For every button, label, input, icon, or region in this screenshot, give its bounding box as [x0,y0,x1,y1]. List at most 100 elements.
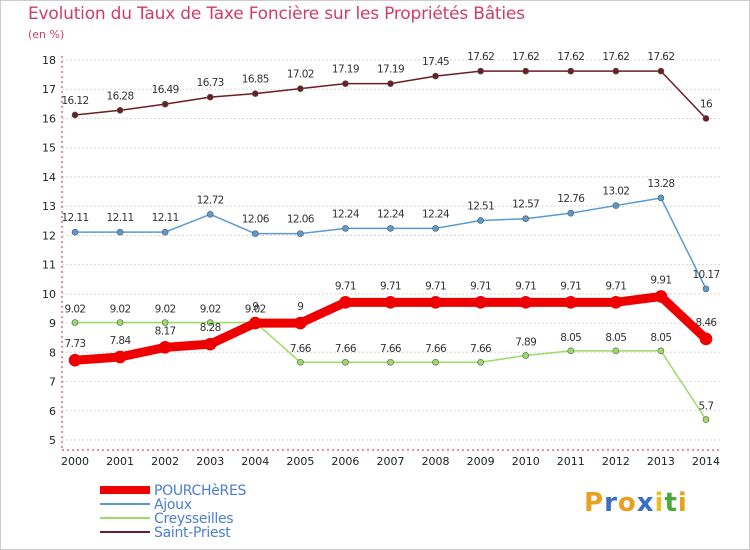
legend-label: Saint-Priest [154,525,231,541]
data-point-saint-priest [206,93,214,101]
chart-subtitle: (en %) [28,28,65,41]
chart-title: Evolution du Taux de Taxe Foncière sur l… [28,4,525,24]
data-label-pourch-res: 8.28 [200,322,221,334]
data-point-ajoux [71,228,79,236]
data-label-ajoux: 12.11 [107,212,134,224]
data-label-pourch-res: 7.73 [65,338,86,350]
data-label-ajoux: 12.11 [152,212,179,224]
data-label-pourch-res: 8.46 [696,317,718,329]
y-tick-label: 17 [42,83,56,96]
data-label-pourch-res: 9.71 [425,280,446,292]
data-point-saint-priest [161,100,169,108]
data-point-saint-priest [612,67,620,75]
legend-label: Ajoux [154,497,192,513]
data-point-creysseilles [116,319,124,326]
data-label-pourch-res: 9.71 [560,280,581,292]
data-point-saint-priest [702,115,710,122]
y-tick-label: 15 [42,142,56,155]
x-tick-label: 2014 [692,455,720,468]
data-label-pourch-res: 9 [297,301,303,313]
data-point-pourch-res [203,337,217,351]
data-label-saint-priest: 17.62 [512,51,539,63]
data-point-pourch-res [339,296,352,309]
data-point-creysseilles [477,358,484,366]
x-tick-label: 2011 [557,455,585,468]
logo-letter: i [654,488,665,518]
legend-label: Creysseilles [154,511,233,527]
data-point-saint-priest [432,72,439,80]
data-point-creysseilles [71,319,79,326]
logo-letter: P [584,488,605,518]
x-tick-label: 2004 [241,455,269,468]
data-label-pourch-res: 9.71 [470,280,491,292]
data-label-saint-priest: 17.62 [557,51,584,63]
data-label-creysseilles: 5.7 [699,401,714,413]
data-point-ajoux [702,285,710,293]
data-label-saint-priest: 16.73 [197,77,224,89]
data-point-saint-priest [477,67,484,75]
data-point-creysseilles [297,358,304,366]
y-tick-label: 16 [42,112,56,125]
data-label-saint-priest: 17.02 [287,69,314,81]
logo-letter: i [677,488,688,518]
data-point-pourch-res [654,290,668,303]
y-tick-label: 6 [49,405,56,418]
data-label-ajoux: 10.17 [692,269,719,281]
data-label-ajoux: 12.24 [332,208,360,220]
data-point-saint-priest [297,85,304,92]
data-label-ajoux: 12.51 [467,200,494,212]
data-point-ajoux [116,228,124,236]
data-label-ajoux: 12.06 [287,214,315,226]
logo-letter: t [664,488,678,518]
data-label-ajoux: 12.72 [197,194,224,206]
legend-label: POURCHèRES [154,483,247,499]
data-label-saint-priest: 17.19 [332,64,359,76]
data-point-pourch-res [564,296,578,309]
data-label-pourch-res: 9.71 [380,280,401,292]
data-label-ajoux: 13.02 [602,186,629,198]
data-label-pourch-res: 9.91 [650,274,671,286]
data-point-creysseilles [161,319,169,326]
data-label-creysseilles: 8.05 [650,332,671,344]
x-tick-label: 2000 [61,455,89,468]
data-point-creysseilles [522,352,530,359]
data-point-pourch-res [158,341,172,354]
logo-letter: x [636,488,655,518]
data-label-creysseilles: 7.66 [470,343,492,355]
data-label-saint-priest: 17.62 [602,51,629,63]
data-point-pourch-res [609,296,623,309]
data-point-saint-priest [522,67,530,75]
data-label-creysseilles: 9.02 [110,303,131,315]
data-point-pourch-res [384,296,397,309]
data-point-saint-priest [116,106,124,114]
data-label-creysseilles: 7.66 [425,343,447,355]
data-label-creysseilles: 7.89 [515,337,536,349]
data-label-pourch-res: 9 [252,301,258,313]
data-point-creysseilles [657,347,665,355]
data-label-saint-priest: 17.62 [647,51,674,63]
x-tick-label: 2010 [512,455,540,468]
x-tick-label: 2006 [331,455,359,468]
data-label-creysseilles: 8.05 [605,332,626,344]
data-point-ajoux [297,230,304,237]
data-point-ajoux [251,230,259,237]
data-point-creysseilles [567,347,575,355]
data-label-saint-priest: 16.85 [242,74,269,86]
data-label-ajoux: 12.11 [61,212,88,224]
x-tick-label: 2013 [647,455,675,468]
data-point-ajoux [522,215,530,223]
data-point-pourch-res [429,296,442,309]
data-label-creysseilles: 9.02 [155,303,176,315]
data-label-saint-priest: 16.28 [107,90,134,102]
data-label-ajoux: 13.28 [647,178,674,190]
data-point-creysseilles [612,347,620,355]
logo-letter: o [617,488,637,518]
data-label-ajoux: 12.24 [377,208,405,220]
data-label-creysseilles: 7.66 [290,343,312,355]
data-point-ajoux [657,194,665,202]
y-tick-label: 12 [42,229,56,242]
data-point-pourch-res [113,350,127,364]
data-point-ajoux [161,228,169,236]
